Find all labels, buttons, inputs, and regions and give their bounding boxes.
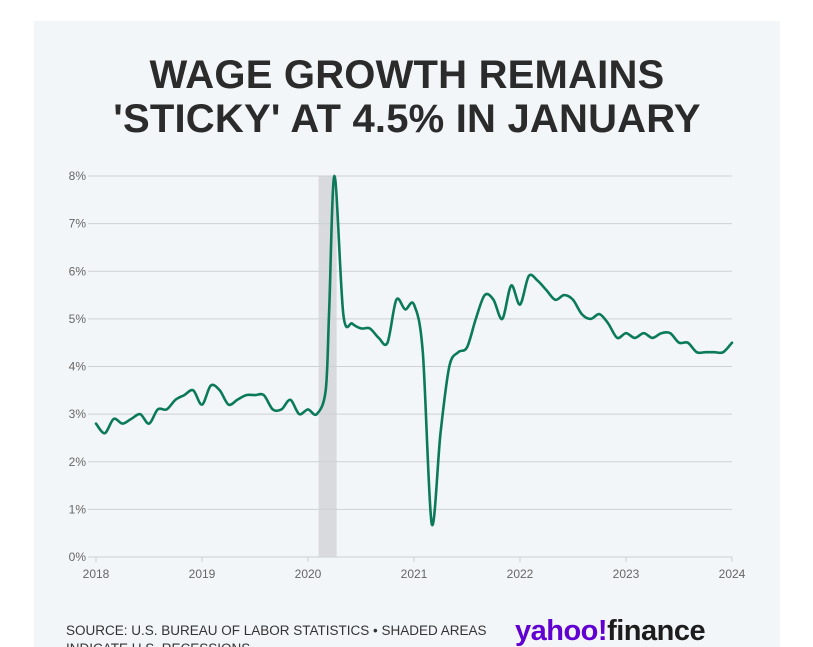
chart-title: WAGE GROWTH REMAINS 'STICKY' AT 4.5% IN … [34, 53, 780, 141]
y-tick-label: 0% [69, 550, 87, 564]
chart-panel: WAGE GROWTH REMAINS 'STICKY' AT 4.5% IN … [34, 21, 780, 647]
logo-product: finance [607, 615, 706, 647]
y-tick-label: 6% [69, 264, 87, 278]
grid-layer [88, 175, 733, 562]
x-tick-label: 2020 [295, 567, 322, 581]
y-tick-label: 4% [69, 360, 87, 374]
y-tick-label: 5% [69, 312, 87, 326]
logo-brand: yahoo! [515, 615, 608, 647]
x-axis-labels: 2018 2019 2020 2021 2022 2023 2024 [83, 567, 746, 581]
y-tick-label: 7% [69, 217, 87, 231]
y-tick-label: 2% [69, 455, 87, 469]
x-tick-label: 2024 [719, 567, 746, 581]
x-tick-label: 2023 [613, 567, 640, 581]
title-line-1: WAGE GROWTH REMAINS [149, 53, 665, 97]
source-note: SOURCE: U.S. BUREAU OF LABOR STATISTICS … [66, 623, 487, 647]
title-line-2: 'STICKY' AT 4.5% IN JANUARY [113, 97, 701, 141]
wage-growth-line [94, 174, 734, 527]
series-layer [94, 174, 734, 527]
y-axis-labels: 0% 1% 2% 3% 4% 5% 6% 7% 8% [69, 169, 87, 564]
y-tick-label: 1% [69, 502, 87, 516]
yahoo-finance-logo: yahoo!finance [515, 614, 706, 647]
x-tick-label: 2019 [189, 567, 216, 581]
y-tick-label: 3% [69, 407, 87, 421]
x-tick-label: 2022 [507, 567, 534, 581]
x-tick-label: 2021 [401, 567, 428, 581]
y-tick-label: 8% [69, 169, 87, 183]
x-tick-label: 2018 [83, 567, 110, 581]
line-chart: 0%1%2%3%4%5%6%7%8% 2018 2019 2020 2021 2022 2… [69, 169, 746, 581]
